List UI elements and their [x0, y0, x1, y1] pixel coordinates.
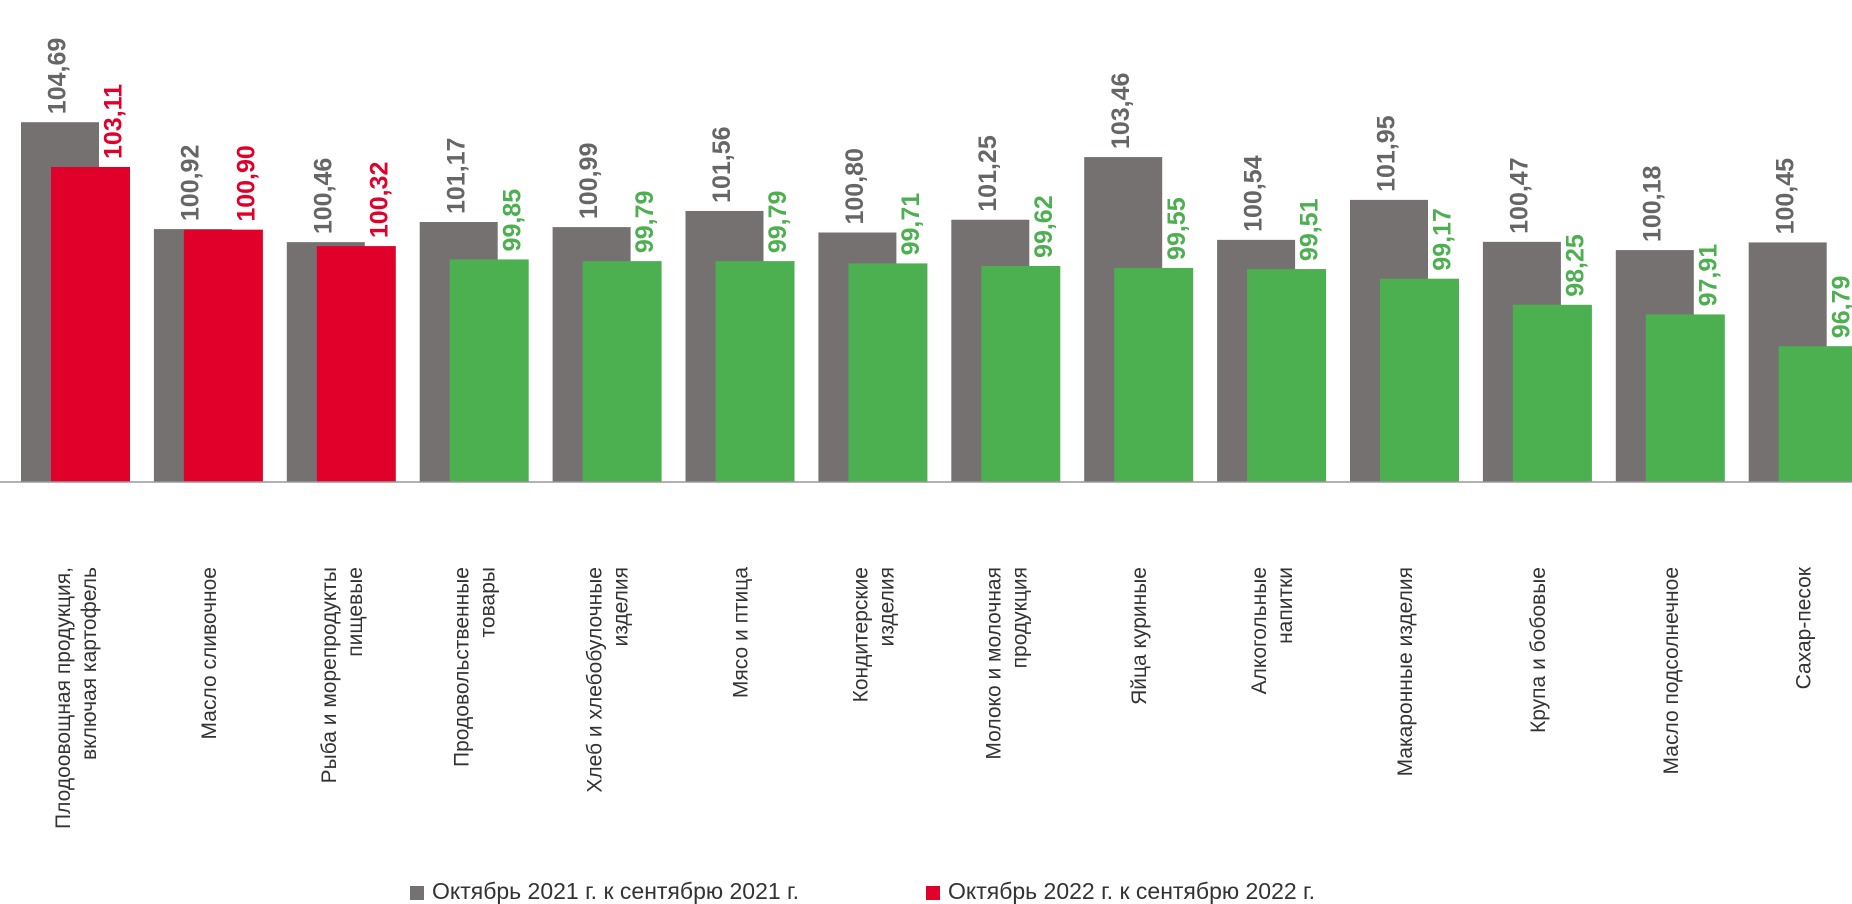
- bar: [449, 259, 529, 482]
- value-label: 100,46: [309, 158, 337, 234]
- value-label: 101,17: [442, 138, 470, 214]
- x-tick-label: Хлеб и хлебобулочные изделия: [583, 567, 632, 793]
- bar: [715, 261, 795, 482]
- value-label: 99,85: [498, 189, 526, 252]
- x-tick-label: Масло сливочное: [197, 567, 220, 739]
- bar: [1512, 304, 1592, 482]
- value-label: 100,18: [1638, 166, 1666, 243]
- value-label: 97,91: [1694, 244, 1722, 307]
- value-label: 100,45: [1771, 158, 1799, 235]
- x-tick-label: Крупа и бобовые: [1526, 567, 1549, 733]
- value-label: 99,17: [1429, 208, 1457, 271]
- value-label: 100,54: [1240, 155, 1268, 232]
- value-label: 96,79: [1827, 276, 1852, 339]
- value-label: 99,55: [1163, 197, 1191, 260]
- value-label: 99,79: [631, 191, 659, 254]
- x-tick-label: Рыба и морепродукты пищевые: [317, 567, 366, 783]
- value-label: 101,25: [974, 135, 1002, 212]
- x-tick-label: Плодоовощная продукция, включая картофель: [52, 567, 101, 829]
- bar: [1778, 346, 1852, 482]
- bar: [848, 263, 928, 482]
- legend-swatch: [410, 886, 424, 900]
- x-tick-label: Яйца куриные: [1128, 567, 1151, 705]
- legend-label: Октябрь 2021 г. к сентябрю 2021 г.: [432, 878, 799, 904]
- bar: [981, 265, 1061, 482]
- x-tick-label: Макаронные изделия: [1394, 567, 1417, 776]
- x-tick-label: Молоко и молочная продукция: [982, 567, 1031, 760]
- value-label: 100,47: [1506, 157, 1534, 233]
- bar: [1380, 278, 1459, 482]
- legend: Октябрь 2021 г. к сентябрю 2021 г. Октябр…: [410, 878, 1315, 904]
- value-label: 100,80: [841, 148, 869, 224]
- value-label: 104,69: [44, 38, 72, 114]
- bar: [1645, 314, 1725, 482]
- bar: [316, 246, 396, 482]
- bar: [582, 261, 662, 482]
- legend-label: Октябрь 2022 г. к сентябрю 2022 г.: [948, 878, 1315, 904]
- value-label: 99,51: [1296, 198, 1324, 261]
- x-tick-label: Кондитерские изделия: [849, 567, 898, 702]
- x-tick-label: Алкогольные напитки: [1248, 567, 1297, 694]
- bar: [1114, 267, 1194, 482]
- value-label: 99,62: [1030, 195, 1058, 258]
- bar: [183, 229, 263, 482]
- bar: [1247, 269, 1327, 482]
- value-label: 100,32: [365, 162, 393, 238]
- x-tick-label: Продовольственные товары: [450, 567, 499, 767]
- value-label: 103,46: [1107, 73, 1135, 149]
- value-label: 103,11: [100, 84, 128, 159]
- value-label: 101,95: [1373, 115, 1401, 192]
- value-label: 101,56: [708, 126, 736, 202]
- value-label: 98,25: [1562, 234, 1590, 297]
- x-tick-label: Масло подсолнечное: [1659, 567, 1682, 774]
- value-label: 99,71: [897, 193, 925, 256]
- legend-swatch: [926, 886, 940, 900]
- x-tick-label: Сахар-песок: [1792, 566, 1815, 689]
- value-label: 100,92: [177, 145, 205, 221]
- x-tick-label: Мясо и птица: [729, 567, 752, 698]
- bar: [51, 166, 130, 482]
- value-label: 100,99: [575, 143, 603, 219]
- value-label: 100,90: [233, 145, 261, 221]
- value-label: 99,79: [764, 191, 792, 254]
